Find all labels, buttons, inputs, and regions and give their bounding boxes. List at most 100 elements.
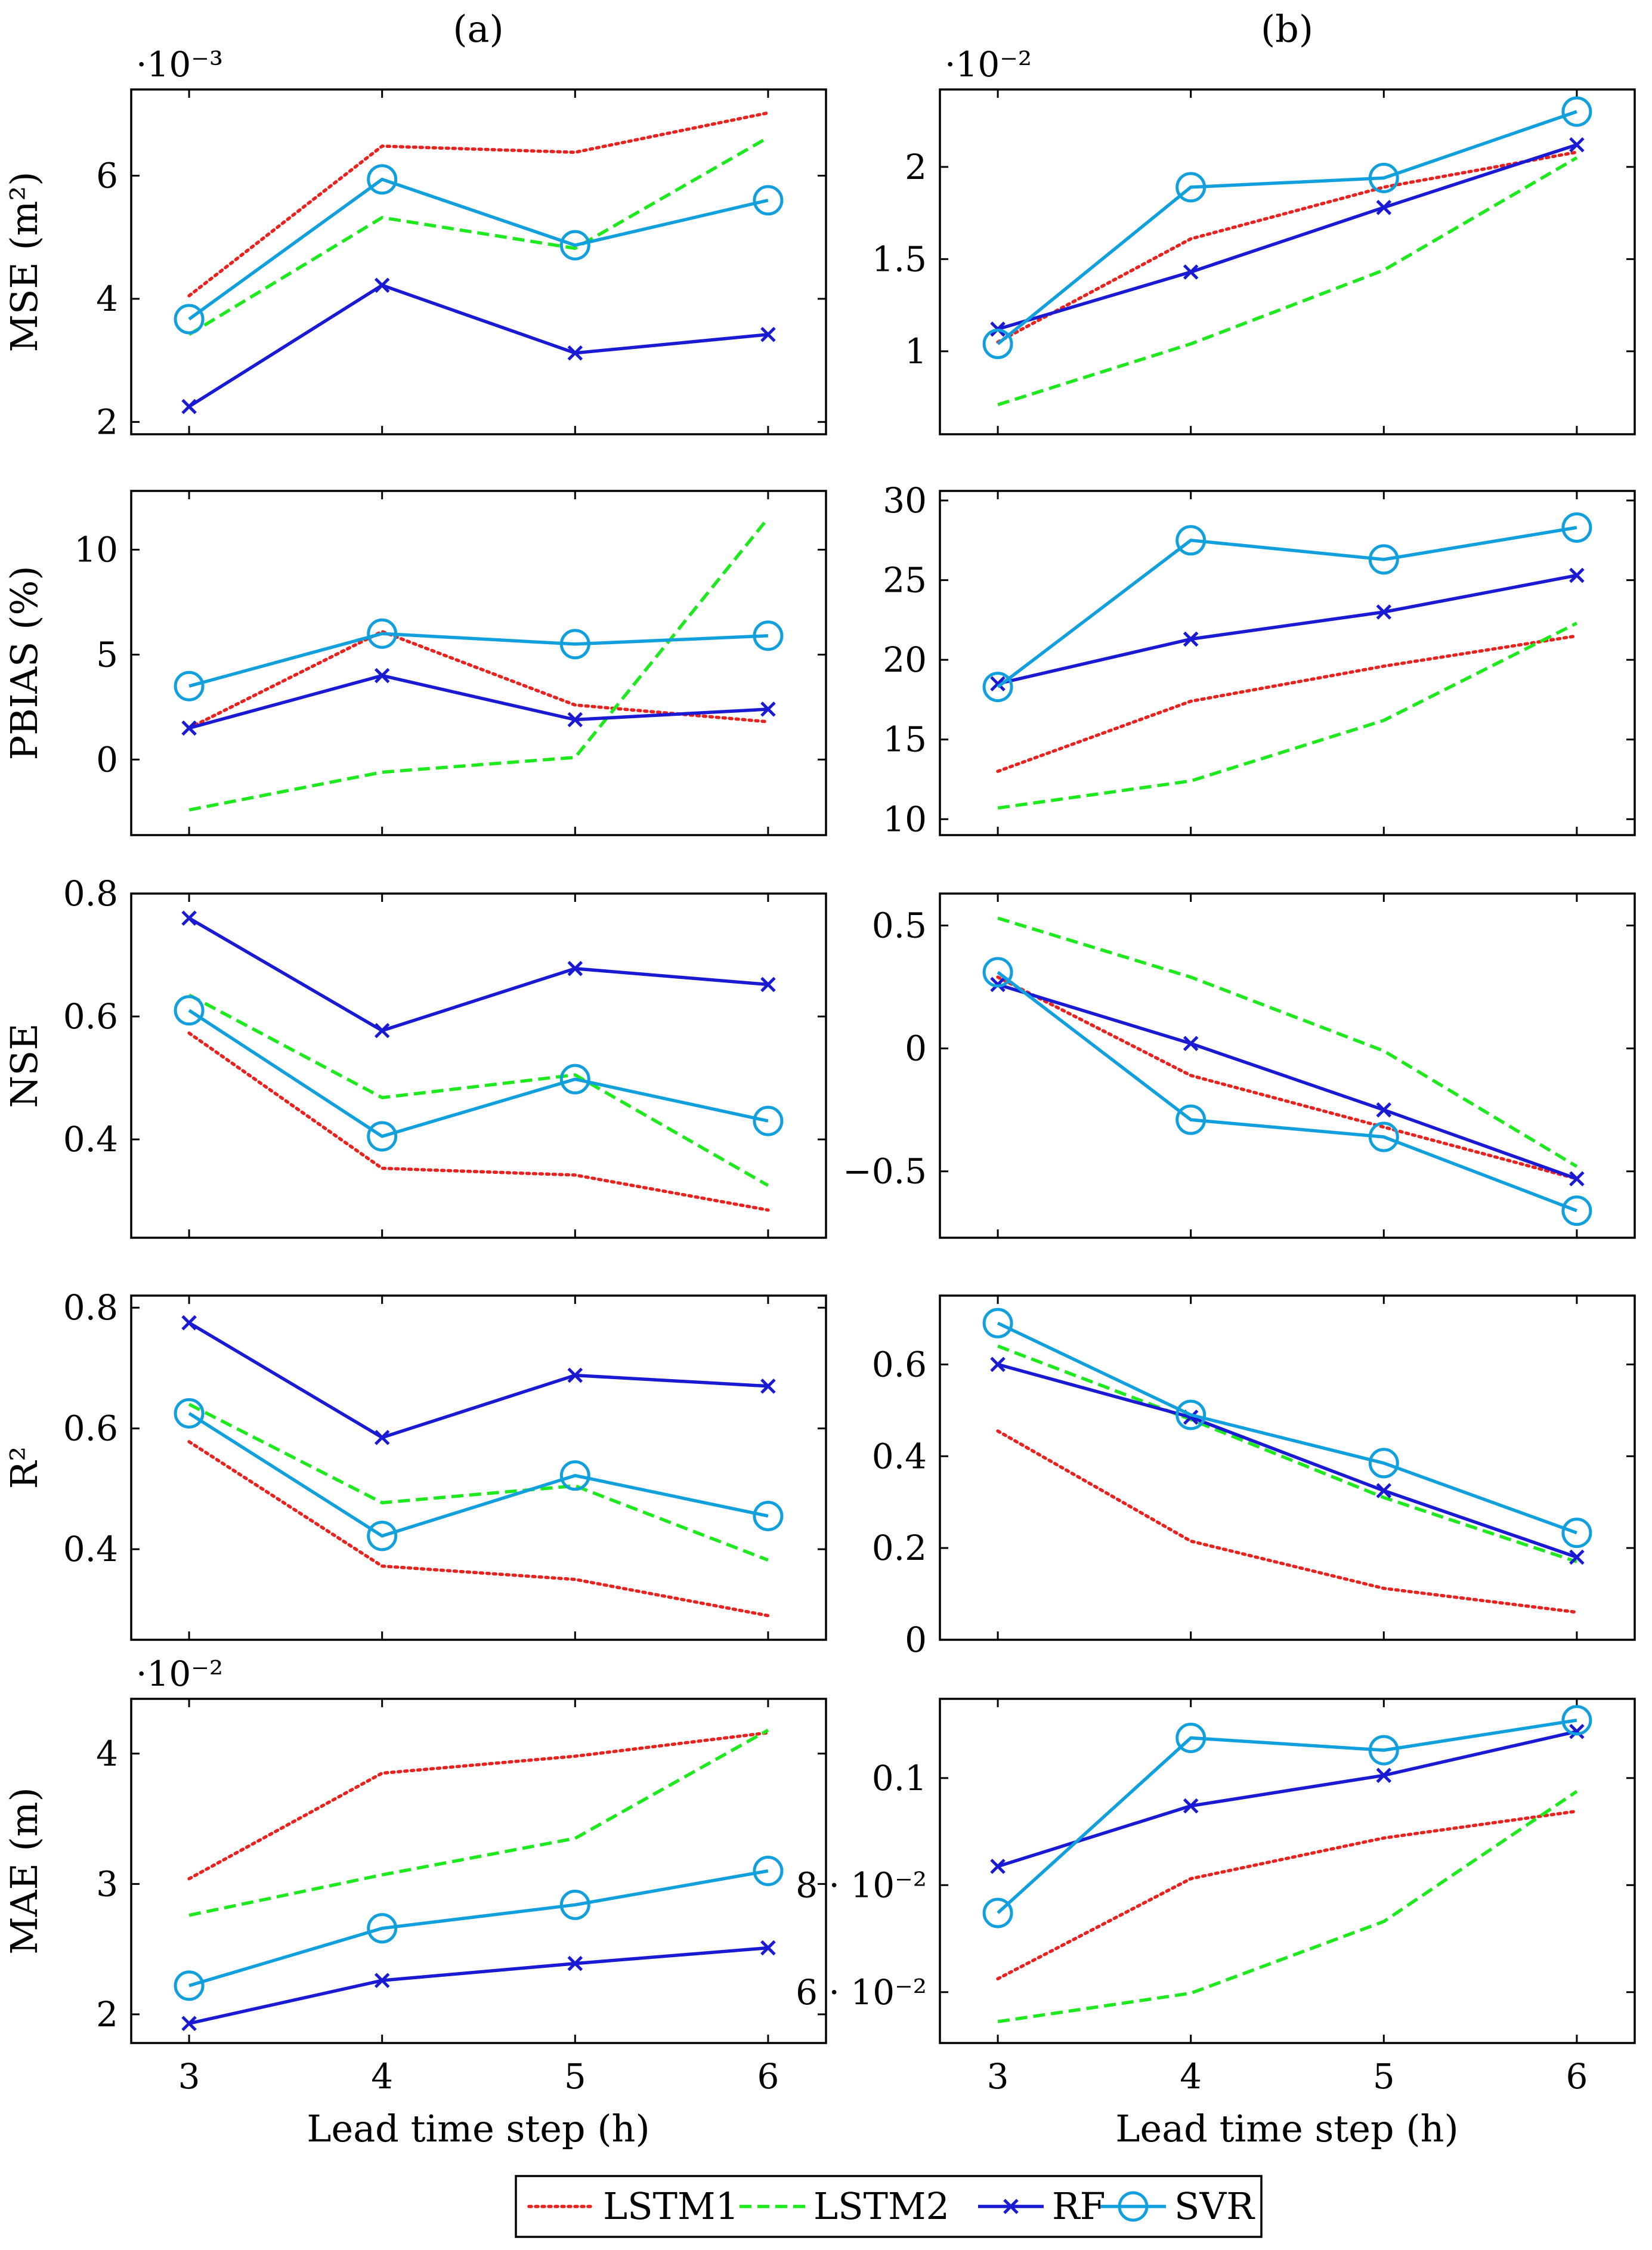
marker-rf-pbias-a xyxy=(181,720,197,736)
series-line-rf-mae-b xyxy=(997,1730,1577,1868)
marker-svr-r2-b xyxy=(982,1308,1013,1339)
series-line-lstm2-pbias-b xyxy=(997,622,1578,810)
y-tick-label-nse-b: −0.5 xyxy=(843,1151,927,1192)
series-line-lstm2-r2-a xyxy=(188,1402,769,1562)
series-line-lstm1-r2-b xyxy=(996,1429,1579,1614)
legend-label-svr: SVR xyxy=(1174,2184,1255,2228)
y-tick-label-nse-a: 0.4 xyxy=(63,1119,118,1160)
scale-label-mse-b: ·10⁻² xyxy=(945,44,1032,85)
series-group-nse-a xyxy=(174,910,784,1212)
legend-marker-rf xyxy=(1003,2199,1019,2214)
y-tick-label-pbias-a: 5 xyxy=(96,634,118,675)
marker-rf-r2-a xyxy=(760,1379,776,1394)
series-line-lstm1-pbias-b xyxy=(996,634,1579,773)
series-line-svr-nse-b xyxy=(997,971,1577,1213)
marker-svr-r2-a xyxy=(367,1520,398,1551)
y-tick-label-mae-b: 6 · 10⁻² xyxy=(796,1972,927,2013)
column-label-a: (a) xyxy=(453,7,503,51)
marker-rf-r2-a xyxy=(567,1367,583,1383)
marker-rf-nse-a xyxy=(181,910,197,926)
series-line-rf-pbias-b xyxy=(997,573,1577,685)
y-tick-label-mse-b: 2 xyxy=(905,147,927,187)
x-tick-label-mae-a: 4 xyxy=(371,2056,393,2097)
x-tick-label-mae-b: 4 xyxy=(1180,2056,1202,2097)
marker-rf-mse-a xyxy=(181,398,197,415)
marker-rf-mae-b xyxy=(990,1859,1006,1874)
series-line-lstm2-mse-b xyxy=(997,156,1578,407)
marker-svr-mse-a xyxy=(367,164,398,195)
series-line-rf-r2-a xyxy=(188,1321,769,1439)
legend: LSTM1 LSTM2 RF SVR xyxy=(515,2175,1263,2238)
series-line-svr-mse-a xyxy=(188,177,769,321)
marker-rf-pbias-a xyxy=(760,701,776,717)
axes-frame-mse-b xyxy=(939,88,1636,435)
marker-rf-nse-a xyxy=(760,976,776,993)
y-tick-label-mse-a: 2 xyxy=(96,401,118,442)
y-tick-label-pbias-b: 30 xyxy=(883,480,927,521)
marker-svr-r2-a xyxy=(559,1460,590,1491)
series-group-mse-b xyxy=(982,96,1592,407)
marker-svr-pbias-a xyxy=(559,629,590,660)
series-line-lstm2-r2-b xyxy=(997,1345,1577,1563)
legend-marker-svr xyxy=(1118,2191,1149,2222)
y-axis-label-mse-a: MSE (m²) xyxy=(2,172,46,353)
y-tick-label-r2-b: 0.6 xyxy=(872,1344,927,1384)
marker-svr-mae-a xyxy=(753,1856,784,1886)
y-tick-label-nse-a: 0.8 xyxy=(63,873,118,914)
panel-pbias-b: 10 15 20 25 30 xyxy=(883,480,1636,839)
marker-svr-mae-b xyxy=(1175,1723,1206,1754)
series-line-lstm2-mse-a xyxy=(188,136,769,336)
series-line-svr-r2-b xyxy=(997,1321,1577,1535)
marker-rf-nse-a xyxy=(374,1023,390,1039)
y-tick-label-mse-a: 4 xyxy=(96,279,118,319)
series-group-pbias-b xyxy=(982,512,1592,810)
marker-rf-pbias-b xyxy=(990,676,1006,691)
marker-svr-mae-a xyxy=(367,1913,398,1944)
series-line-lstm1-nse-b xyxy=(996,975,1579,1180)
marker-rf-r2-b xyxy=(1569,1549,1585,1565)
y-tick-label-mse-b: 1.5 xyxy=(872,239,927,279)
series-group-mae-a xyxy=(174,1729,784,2031)
legend-item-lstm2: LSTM2 xyxy=(740,2184,949,2228)
series-group-r2-a xyxy=(174,1315,784,1618)
marker-svr-pbias-a xyxy=(753,620,784,651)
axes-frame-mae-b xyxy=(939,1698,1636,2044)
marker-rf-r2-b xyxy=(1376,1483,1392,1498)
panel-mse-a: 2 4 6 MSE (m²) ·10⁻³ xyxy=(2,44,827,442)
marker-rf-pbias-b xyxy=(1183,631,1199,647)
column-label-b: (b) xyxy=(1261,7,1313,51)
marker-svr-mse-b xyxy=(982,329,1013,360)
marker-svr-mse-a xyxy=(753,185,784,216)
marker-rf-mse-b xyxy=(1569,137,1585,153)
marker-svr-r2-a xyxy=(753,1500,784,1531)
marker-svr-r2-b xyxy=(1368,1448,1399,1479)
panel-r2-b: 0 0.2 0.4 0.6 xyxy=(872,1294,1636,1660)
series-line-lstm2-pbias-a xyxy=(188,517,770,812)
series-line-svr-mae-a xyxy=(188,1869,769,1988)
series-line-rf-mae-a xyxy=(188,1946,769,2025)
y-tick-label-pbias-a: 10 xyxy=(74,530,118,570)
marker-rf-nse-a xyxy=(567,960,583,976)
marker-rf-mse-b xyxy=(1183,264,1199,280)
y-tick-label-nse-b: 0.5 xyxy=(872,905,927,946)
legend-label-lstm1: LSTM1 xyxy=(603,2184,739,2228)
marker-svr-r2-a xyxy=(174,1398,205,1429)
marker-svr-pbias-b xyxy=(1561,512,1592,543)
x-axis-label-b: Lead time step (h) xyxy=(1115,2107,1458,2150)
marker-rf-nse-b xyxy=(1183,1036,1199,1052)
series-line-rf-pbias-a xyxy=(188,673,769,730)
series-line-svr-mae-b xyxy=(997,1719,1577,1914)
x-tick-label-mae-a: 3 xyxy=(178,2056,200,2097)
marker-svr-mae-b xyxy=(1561,1705,1592,1736)
marker-svr-mae-a xyxy=(559,1889,590,1920)
marker-svr-nse-b xyxy=(1175,1104,1206,1135)
series-line-lstm2-mae-b xyxy=(997,1790,1578,2023)
x-tick-label-mae-b: 3 xyxy=(987,2056,1009,2097)
marker-rf-r2-a xyxy=(374,1430,390,1445)
y-tick-label-r2-b: 0.4 xyxy=(872,1436,927,1476)
y-tick-label-nse-a: 0.6 xyxy=(63,996,118,1037)
marker-rf-pbias-b xyxy=(1376,604,1392,620)
y-axis-label-mae-a: MAE (m) xyxy=(2,1787,46,1954)
series-group-r2-b xyxy=(982,1308,1592,1614)
